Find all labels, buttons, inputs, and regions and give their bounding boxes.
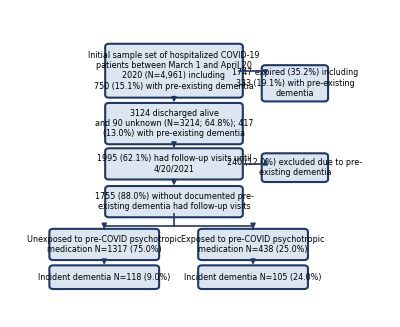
FancyBboxPatch shape [49, 265, 159, 289]
FancyBboxPatch shape [198, 265, 308, 289]
FancyBboxPatch shape [198, 229, 308, 260]
Text: 1747 expired (35.2%) including
333 (19.1%) with pre-existing
dementia: 1747 expired (35.2%) including 333 (19.1… [232, 68, 358, 98]
FancyBboxPatch shape [262, 65, 328, 101]
FancyBboxPatch shape [262, 153, 328, 182]
FancyBboxPatch shape [105, 44, 243, 98]
FancyBboxPatch shape [105, 103, 243, 144]
Text: Initial sample set of hospitalized COVID-19
patients between March 1 and April 2: Initial sample set of hospitalized COVID… [88, 51, 260, 91]
Text: Exposed to pre-COVID psychotropic
medication N=438 (25.0%): Exposed to pre-COVID psychotropic medica… [181, 235, 325, 254]
Text: 1995 (62.1%) had follow-up visits until
4/20/2021: 1995 (62.1%) had follow-up visits until … [97, 154, 251, 174]
Text: Incident dementia N=105 (24.0%): Incident dementia N=105 (24.0%) [184, 273, 322, 282]
FancyBboxPatch shape [105, 186, 243, 217]
Text: 240 (12.0%) excluded due to pre-
existing dementia: 240 (12.0%) excluded due to pre- existin… [227, 158, 362, 177]
FancyBboxPatch shape [105, 148, 243, 180]
Text: Unexposed to pre-COVID psychotropic
medication N=1317 (75.0%): Unexposed to pre-COVID psychotropic medi… [27, 235, 182, 254]
FancyBboxPatch shape [49, 229, 159, 260]
Text: 3124 discharged alive
and 90 unknown (N=3214; 64.8%); 417
(13.0%) with pre-exist: 3124 discharged alive and 90 unknown (N=… [95, 109, 253, 139]
Text: 1755 (88.0%) without documented pre-
existing dementia had follow-up visits: 1755 (88.0%) without documented pre- exi… [94, 192, 254, 211]
Text: Incident dementia N=118 (9.0%): Incident dementia N=118 (9.0%) [38, 273, 170, 282]
